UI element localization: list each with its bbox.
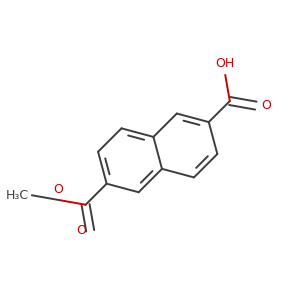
Text: O: O	[53, 183, 63, 196]
Text: O: O	[76, 224, 86, 237]
Text: OH: OH	[216, 57, 235, 70]
Text: H₃C: H₃C	[6, 189, 29, 202]
Text: O: O	[261, 99, 271, 112]
